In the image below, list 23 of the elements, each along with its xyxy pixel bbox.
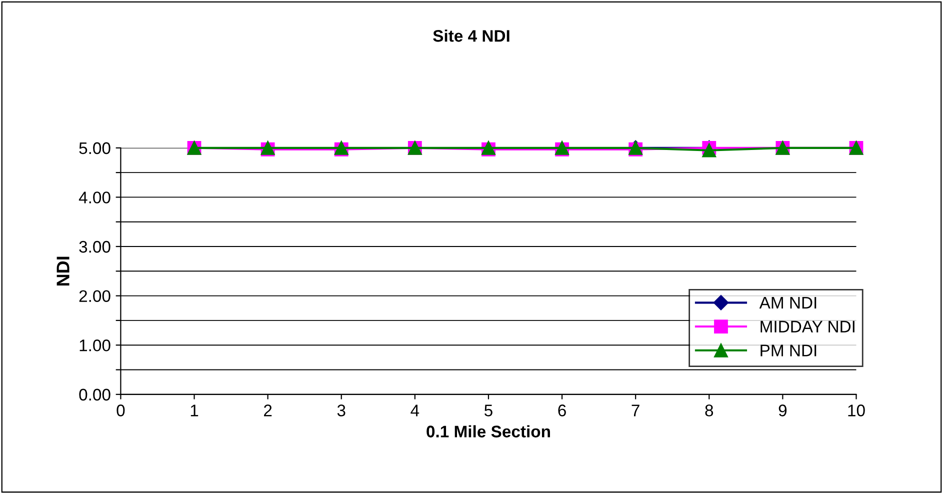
legend-label: AM NDI xyxy=(759,297,816,308)
x-tick-label: 7 xyxy=(632,404,640,416)
x-tick-label: 6 xyxy=(558,404,566,416)
y-tick-label: 2.00 xyxy=(79,290,110,302)
legend-label: MIDDAY NDI xyxy=(760,320,854,332)
x-tick-label: 10 xyxy=(848,404,865,416)
x-axis-title: 0.1 Mile Section xyxy=(426,425,550,438)
x-tick-label: 0 xyxy=(116,404,125,416)
y-tick-label: 0.00 xyxy=(79,388,110,401)
y-tick-label: 3.00 xyxy=(79,240,110,253)
y-tick-label: 5.00 xyxy=(79,142,110,154)
y-tick-label: 1.00 xyxy=(80,340,110,352)
x-tick-label: 9 xyxy=(778,404,787,416)
x-tick-label: 4 xyxy=(410,404,420,416)
legend-label: PM NDI xyxy=(760,344,816,356)
chart-title: Site 4 NDI xyxy=(433,30,510,42)
x-tick-label: 3 xyxy=(337,404,346,416)
x-tick-label: 5 xyxy=(484,404,492,416)
y-tick-label: 4.00 xyxy=(78,192,110,204)
x-tick-label: 1 xyxy=(190,404,198,416)
x-tick-label: 2 xyxy=(264,404,272,416)
y-axis-title: NDI xyxy=(56,256,70,286)
x-tick-label: 8 xyxy=(705,404,714,416)
